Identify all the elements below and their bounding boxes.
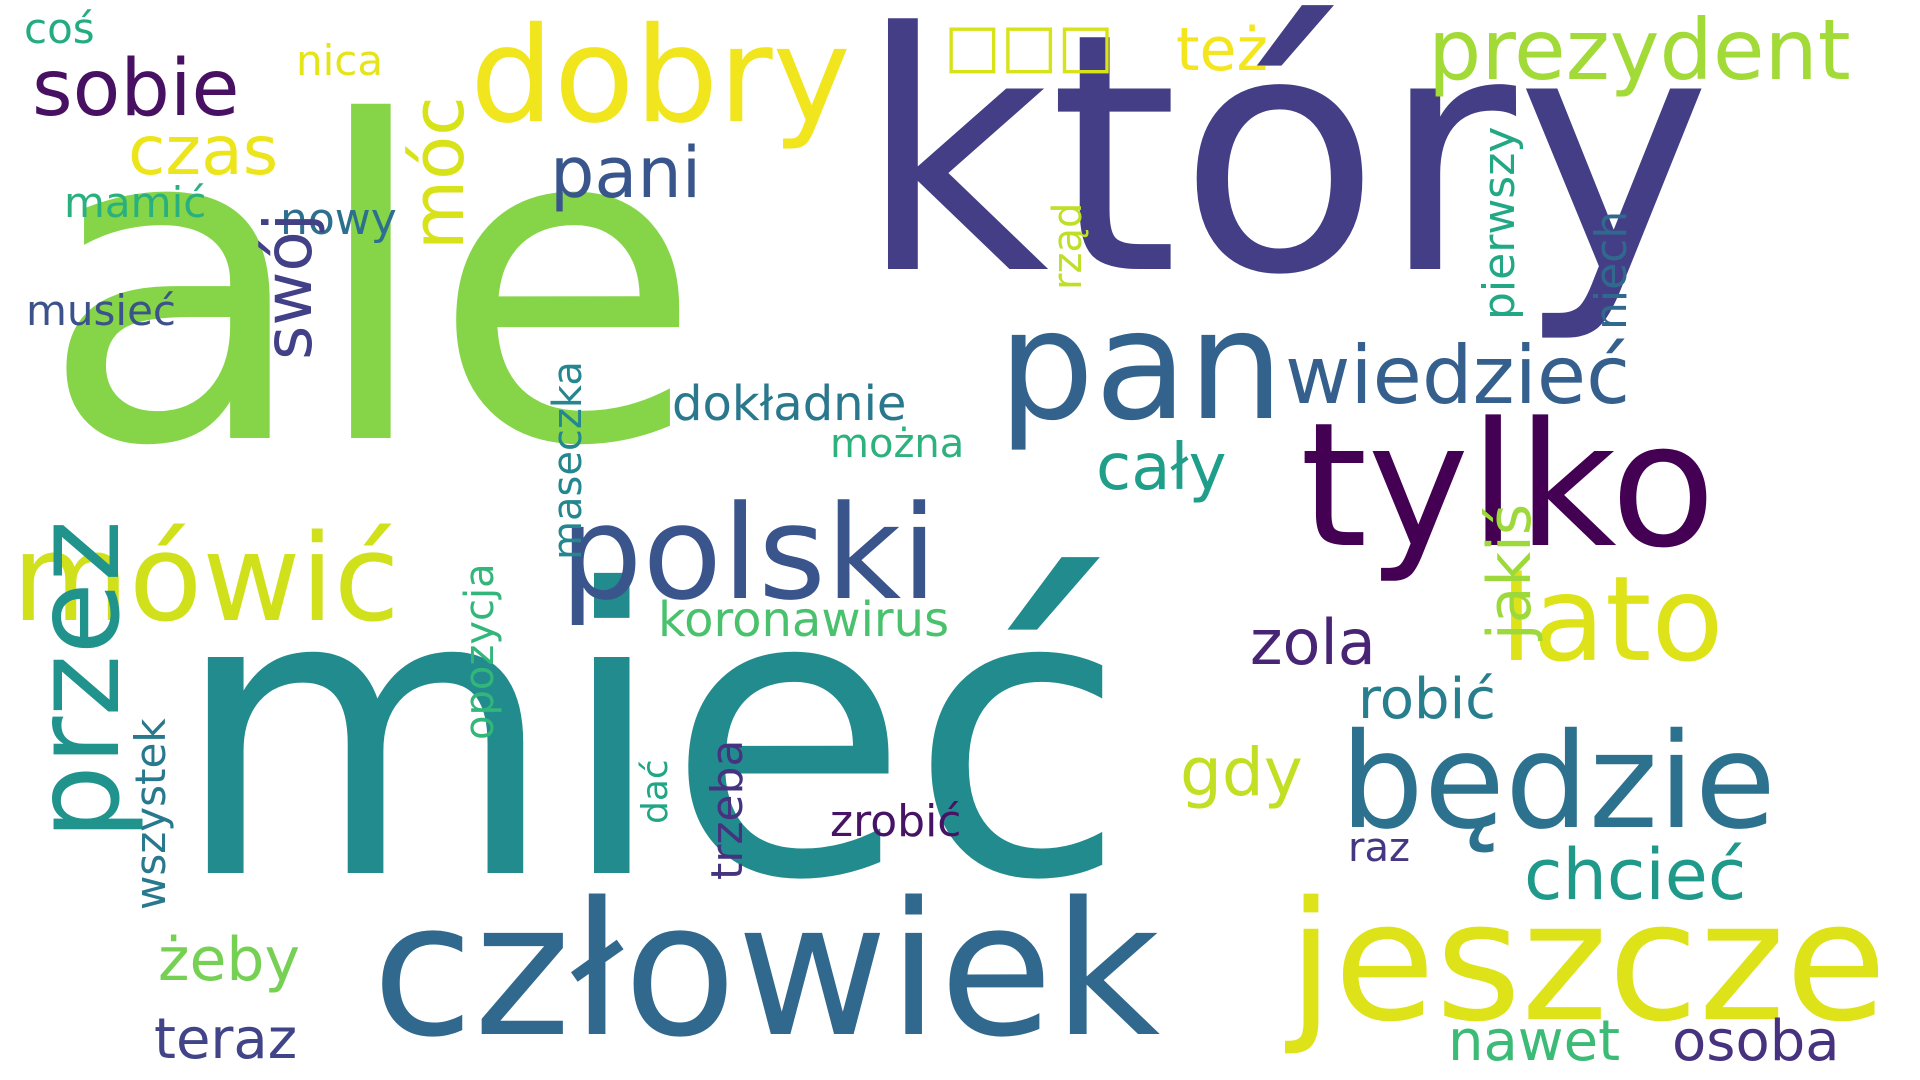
word-wszystek: wszystek [126,718,175,910]
word-mozna: można [830,421,965,467]
word-tylko: tylko [1300,385,1716,586]
word-dobry: dobry [470,0,851,153]
word-swoj: swój [250,212,327,360]
word-osoba: osoba [1672,1009,1840,1074]
word-sobie: sobie [32,44,240,134]
word-dac: dać [635,759,676,824]
word-tez: też [1176,15,1268,85]
word-polski: polski [560,477,938,629]
word-pan: pan [998,277,1284,454]
word-jeszcze: jeszcze [1288,866,1887,1058]
word-miec: mieć [172,507,1127,967]
word-dokladnie: dokładnie [672,376,907,432]
word-zeby: żeby [158,925,301,995]
word-bracket-glyph: □□□ [944,11,1115,81]
word-jakis: jakiś [1475,503,1545,640]
word-czlowiek: człowiek [372,862,1161,1078]
word-nowy: nowy [280,194,397,245]
word-wiedziec: wiedzieć [1285,329,1631,422]
word-gdy: gdy [1180,734,1303,811]
word-bedzie: będzie [1340,705,1776,859]
word-cos: coś [24,4,95,53]
word-ale: ale [40,30,703,542]
word-raz: raz [1348,825,1410,871]
word-zola: zola [1250,606,1376,679]
word-caly: cały [1096,431,1227,505]
word-prezydent: prezydent [1428,1,1851,99]
word-zrobic: zrobić [830,796,962,847]
word-rzad: rząd [1045,202,1091,290]
word-opozycja: opozycja [457,563,503,740]
word-ktory: który [858,0,1712,347]
word-maseczka: maseczka [545,361,591,560]
word-pierwszy: pierwszy [1474,126,1525,320]
word-trzeba: trzeba [702,739,753,880]
word-moc: móc [396,96,480,250]
word-przez: przez [8,520,146,840]
word-lato: lato [1500,550,1724,688]
word-mamic: mamić [64,178,207,227]
word-robic: robić [1358,667,1496,732]
word-koronawirus: koronawirus [658,592,950,648]
word-musiec: musieć [26,286,177,335]
word-chciec: chcieć [1524,834,1747,916]
word-nica: nica [296,36,384,85]
word-pani: pani [550,132,702,214]
word-teraz: teraz [154,1007,298,1072]
word-niech: niech [1586,210,1637,330]
word-czas: czas [128,112,279,191]
word-mowic: mówić [12,510,400,649]
word-nawet: nawet [1448,1009,1621,1074]
